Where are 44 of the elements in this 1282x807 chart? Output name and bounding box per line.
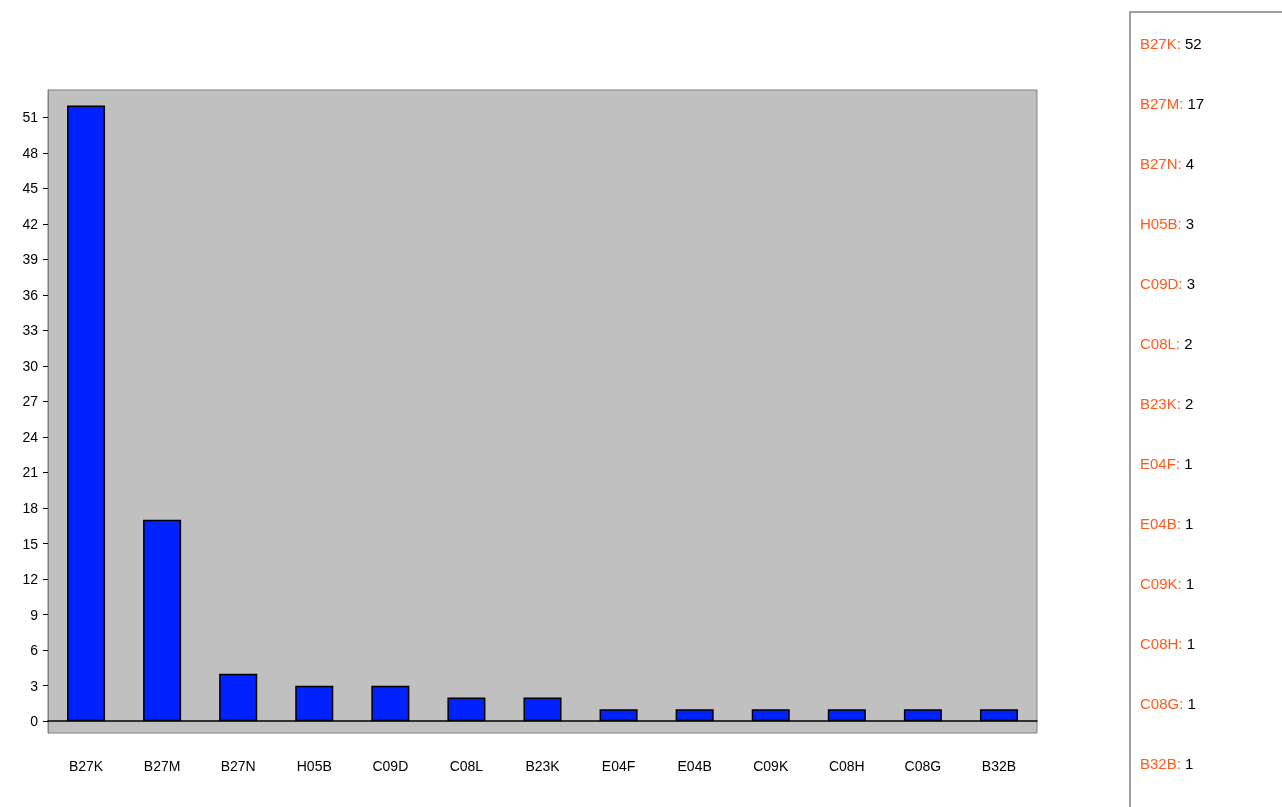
y-tick-label: 30 <box>22 357 39 374</box>
y-tick-label: 18 <box>22 500 39 517</box>
x-tick-label: C09K <box>753 758 789 774</box>
text: B27K: 52 <box>1140 34 1202 52</box>
x-tick-label: C08H <box>828 758 865 774</box>
y-tick-label: 42 <box>22 215 39 232</box>
x-tick-label: B27K <box>68 758 104 774</box>
y-tick-label: 27 <box>22 393 39 410</box>
y-tick-label: 48 <box>22 144 39 161</box>
y-tick-label: 51 <box>22 109 39 126</box>
y-tick-label: 21 <box>22 464 39 481</box>
text: B23K: 2 <box>1140 394 1194 412</box>
text: C08G: 1 <box>1140 694 1196 712</box>
y-tick-label: 39 <box>22 251 39 268</box>
x-tick-label: E04F <box>601 758 636 774</box>
text: B32B: 1 <box>1140 754 1194 772</box>
x-tick-label: E04B <box>677 758 712 774</box>
text: E04B: 1 <box>1140 514 1194 532</box>
text: C09D: 3 <box>1140 274 1196 292</box>
y-tick-label: 36 <box>22 286 39 303</box>
y-tick-label: 12 <box>22 571 39 588</box>
text: C09K: 1 <box>1140 574 1195 592</box>
x-tick-label: C08G <box>904 758 942 774</box>
x-tick-label: B27N <box>220 758 256 774</box>
y-tick-label: 9 <box>30 606 39 623</box>
x-tick-label: B32B <box>981 758 1017 774</box>
x-tick-label: H05B <box>296 758 332 774</box>
x-tick-label: B23K <box>525 758 561 774</box>
y-tick-label: 33 <box>22 322 39 339</box>
x-tick-label: C08L <box>449 758 484 774</box>
text: B27M: 17 <box>1140 94 1205 112</box>
x-tick-label: C09D <box>372 758 409 774</box>
y-tick-label: 24 <box>22 428 39 445</box>
x-tick-label: B27M <box>143 758 181 774</box>
text: C08L: 2 <box>1140 334 1193 352</box>
y-tick-label: 15 <box>22 535 39 552</box>
text: B27N: 4 <box>1140 154 1195 172</box>
text: C08H: 1 <box>1140 634 1196 652</box>
y-tick-label: 45 <box>22 180 39 197</box>
y-tick-label: 3 <box>30 677 39 694</box>
y-tick-label: 0 <box>30 713 39 730</box>
text: E04F: 1 <box>1140 454 1193 472</box>
y-tick-label: 6 <box>30 642 39 659</box>
text: H05B: 3 <box>1140 214 1195 232</box>
